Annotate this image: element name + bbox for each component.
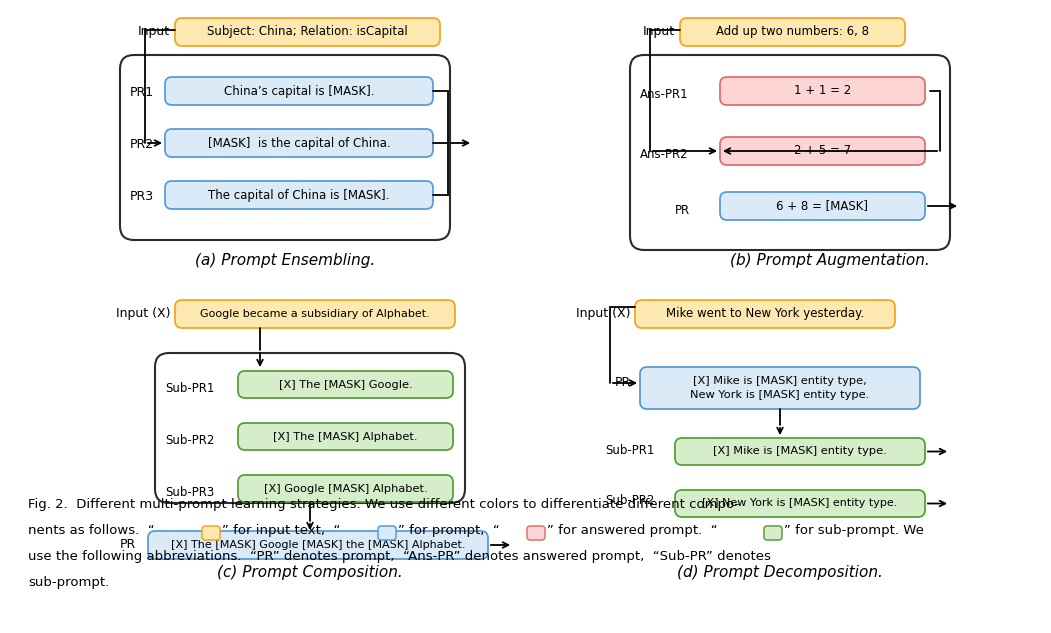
Text: 6 + 8 = [MASK]: 6 + 8 = [MASK] bbox=[777, 199, 868, 213]
FancyBboxPatch shape bbox=[527, 526, 545, 540]
Text: Sub-PR1: Sub-PR1 bbox=[605, 444, 655, 456]
Text: Mike went to New York yesterday.: Mike went to New York yesterday. bbox=[666, 308, 864, 320]
Text: PR1: PR1 bbox=[130, 87, 154, 99]
Text: ” for sub-prompt. We: ” for sub-prompt. We bbox=[784, 524, 924, 537]
FancyBboxPatch shape bbox=[378, 526, 396, 540]
FancyBboxPatch shape bbox=[238, 475, 453, 502]
Text: [X] The [MASK] Google [MASK] the [MASK] Alphabet.: [X] The [MASK] Google [MASK] the [MASK] … bbox=[170, 540, 466, 550]
FancyBboxPatch shape bbox=[148, 531, 488, 559]
Text: ” for answered prompt.  “: ” for answered prompt. “ bbox=[547, 524, 718, 537]
Text: (c) Prompt Composition.: (c) Prompt Composition. bbox=[218, 565, 403, 580]
Text: Input (X): Input (X) bbox=[116, 308, 170, 320]
FancyBboxPatch shape bbox=[165, 77, 433, 105]
Text: sub-prompt.: sub-prompt. bbox=[28, 576, 109, 589]
FancyBboxPatch shape bbox=[165, 129, 433, 157]
Text: PR: PR bbox=[615, 377, 632, 389]
Text: Sub-PR1: Sub-PR1 bbox=[165, 382, 214, 394]
Text: 1 + 1 = 2: 1 + 1 = 2 bbox=[794, 84, 851, 97]
FancyBboxPatch shape bbox=[720, 137, 925, 165]
Text: ” for input text,  “: ” for input text, “ bbox=[222, 524, 341, 537]
Text: Input: Input bbox=[643, 25, 675, 39]
Text: Input: Input bbox=[138, 25, 170, 39]
FancyBboxPatch shape bbox=[720, 192, 925, 220]
FancyBboxPatch shape bbox=[202, 526, 220, 540]
Text: (b) Prompt Augmentation.: (b) Prompt Augmentation. bbox=[730, 253, 930, 268]
Text: (a) Prompt Ensembling.: (a) Prompt Ensembling. bbox=[194, 253, 375, 268]
FancyBboxPatch shape bbox=[764, 526, 782, 540]
Text: Add up two numbers: 6, 8: Add up two numbers: 6, 8 bbox=[716, 25, 869, 39]
FancyBboxPatch shape bbox=[675, 490, 925, 517]
Text: nents as follows.  “: nents as follows. “ bbox=[28, 524, 154, 537]
FancyBboxPatch shape bbox=[120, 55, 450, 240]
FancyBboxPatch shape bbox=[640, 367, 920, 409]
Text: [X] Mike is [MASK] entity type.: [X] Mike is [MASK] entity type. bbox=[714, 446, 887, 456]
Text: Input (X): Input (X) bbox=[576, 308, 630, 320]
Text: (d) Prompt Decomposition.: (d) Prompt Decomposition. bbox=[677, 565, 883, 580]
Text: [X] The [MASK] Alphabet.: [X] The [MASK] Alphabet. bbox=[273, 432, 417, 441]
Text: Ans-PR2: Ans-PR2 bbox=[640, 149, 688, 161]
Text: [X] Mike is [MASK] entity type,: [X] Mike is [MASK] entity type, bbox=[693, 376, 867, 386]
FancyBboxPatch shape bbox=[238, 371, 453, 398]
Text: [X] New York is [MASK] entity type.: [X] New York is [MASK] entity type. bbox=[702, 499, 898, 508]
FancyBboxPatch shape bbox=[176, 18, 440, 46]
Text: [X] The [MASK] Google.: [X] The [MASK] Google. bbox=[279, 380, 412, 389]
Text: PR2: PR2 bbox=[130, 139, 154, 151]
FancyBboxPatch shape bbox=[720, 77, 925, 105]
Text: Ans-PR1: Ans-PR1 bbox=[640, 89, 688, 101]
FancyBboxPatch shape bbox=[635, 300, 895, 328]
Text: PR: PR bbox=[675, 203, 691, 216]
Text: Sub-PR3: Sub-PR3 bbox=[165, 486, 214, 499]
Text: Google became a subsidiary of Alphabet.: Google became a subsidiary of Alphabet. bbox=[200, 309, 430, 319]
FancyBboxPatch shape bbox=[154, 353, 465, 503]
Text: use the following abbreviations.  “PR” denotes prompt,  “Ans-PR” denotes answere: use the following abbreviations. “PR” de… bbox=[28, 550, 770, 563]
FancyBboxPatch shape bbox=[176, 300, 455, 328]
FancyBboxPatch shape bbox=[630, 55, 950, 250]
Text: Sub-PR2: Sub-PR2 bbox=[605, 494, 655, 506]
FancyBboxPatch shape bbox=[238, 423, 453, 450]
Text: New York is [MASK] entity type.: New York is [MASK] entity type. bbox=[691, 390, 869, 400]
Text: Subject: China; Relation: isCapital: Subject: China; Relation: isCapital bbox=[207, 25, 408, 39]
Text: The capital of China is [MASK].: The capital of China is [MASK]. bbox=[208, 189, 390, 201]
Text: [MASK]  is the capital of China.: [MASK] is the capital of China. bbox=[208, 137, 390, 149]
FancyBboxPatch shape bbox=[675, 438, 925, 465]
Text: 2 + 5 = 7: 2 + 5 = 7 bbox=[794, 144, 851, 158]
Text: PR3: PR3 bbox=[130, 191, 154, 203]
FancyBboxPatch shape bbox=[165, 181, 433, 209]
Text: ” for prompt,  “: ” for prompt, “ bbox=[398, 524, 499, 537]
Text: PR: PR bbox=[120, 539, 137, 551]
Text: China’s capital is [MASK].: China’s capital is [MASK]. bbox=[224, 84, 374, 97]
Text: Fig. 2.  Different multi-prompt learning strategies. We use different colors to : Fig. 2. Different multi-prompt learning … bbox=[28, 498, 739, 511]
Text: [X] Google [MASK] Alphabet.: [X] Google [MASK] Alphabet. bbox=[264, 484, 428, 494]
FancyBboxPatch shape bbox=[680, 18, 905, 46]
Text: Sub-PR2: Sub-PR2 bbox=[165, 434, 214, 446]
